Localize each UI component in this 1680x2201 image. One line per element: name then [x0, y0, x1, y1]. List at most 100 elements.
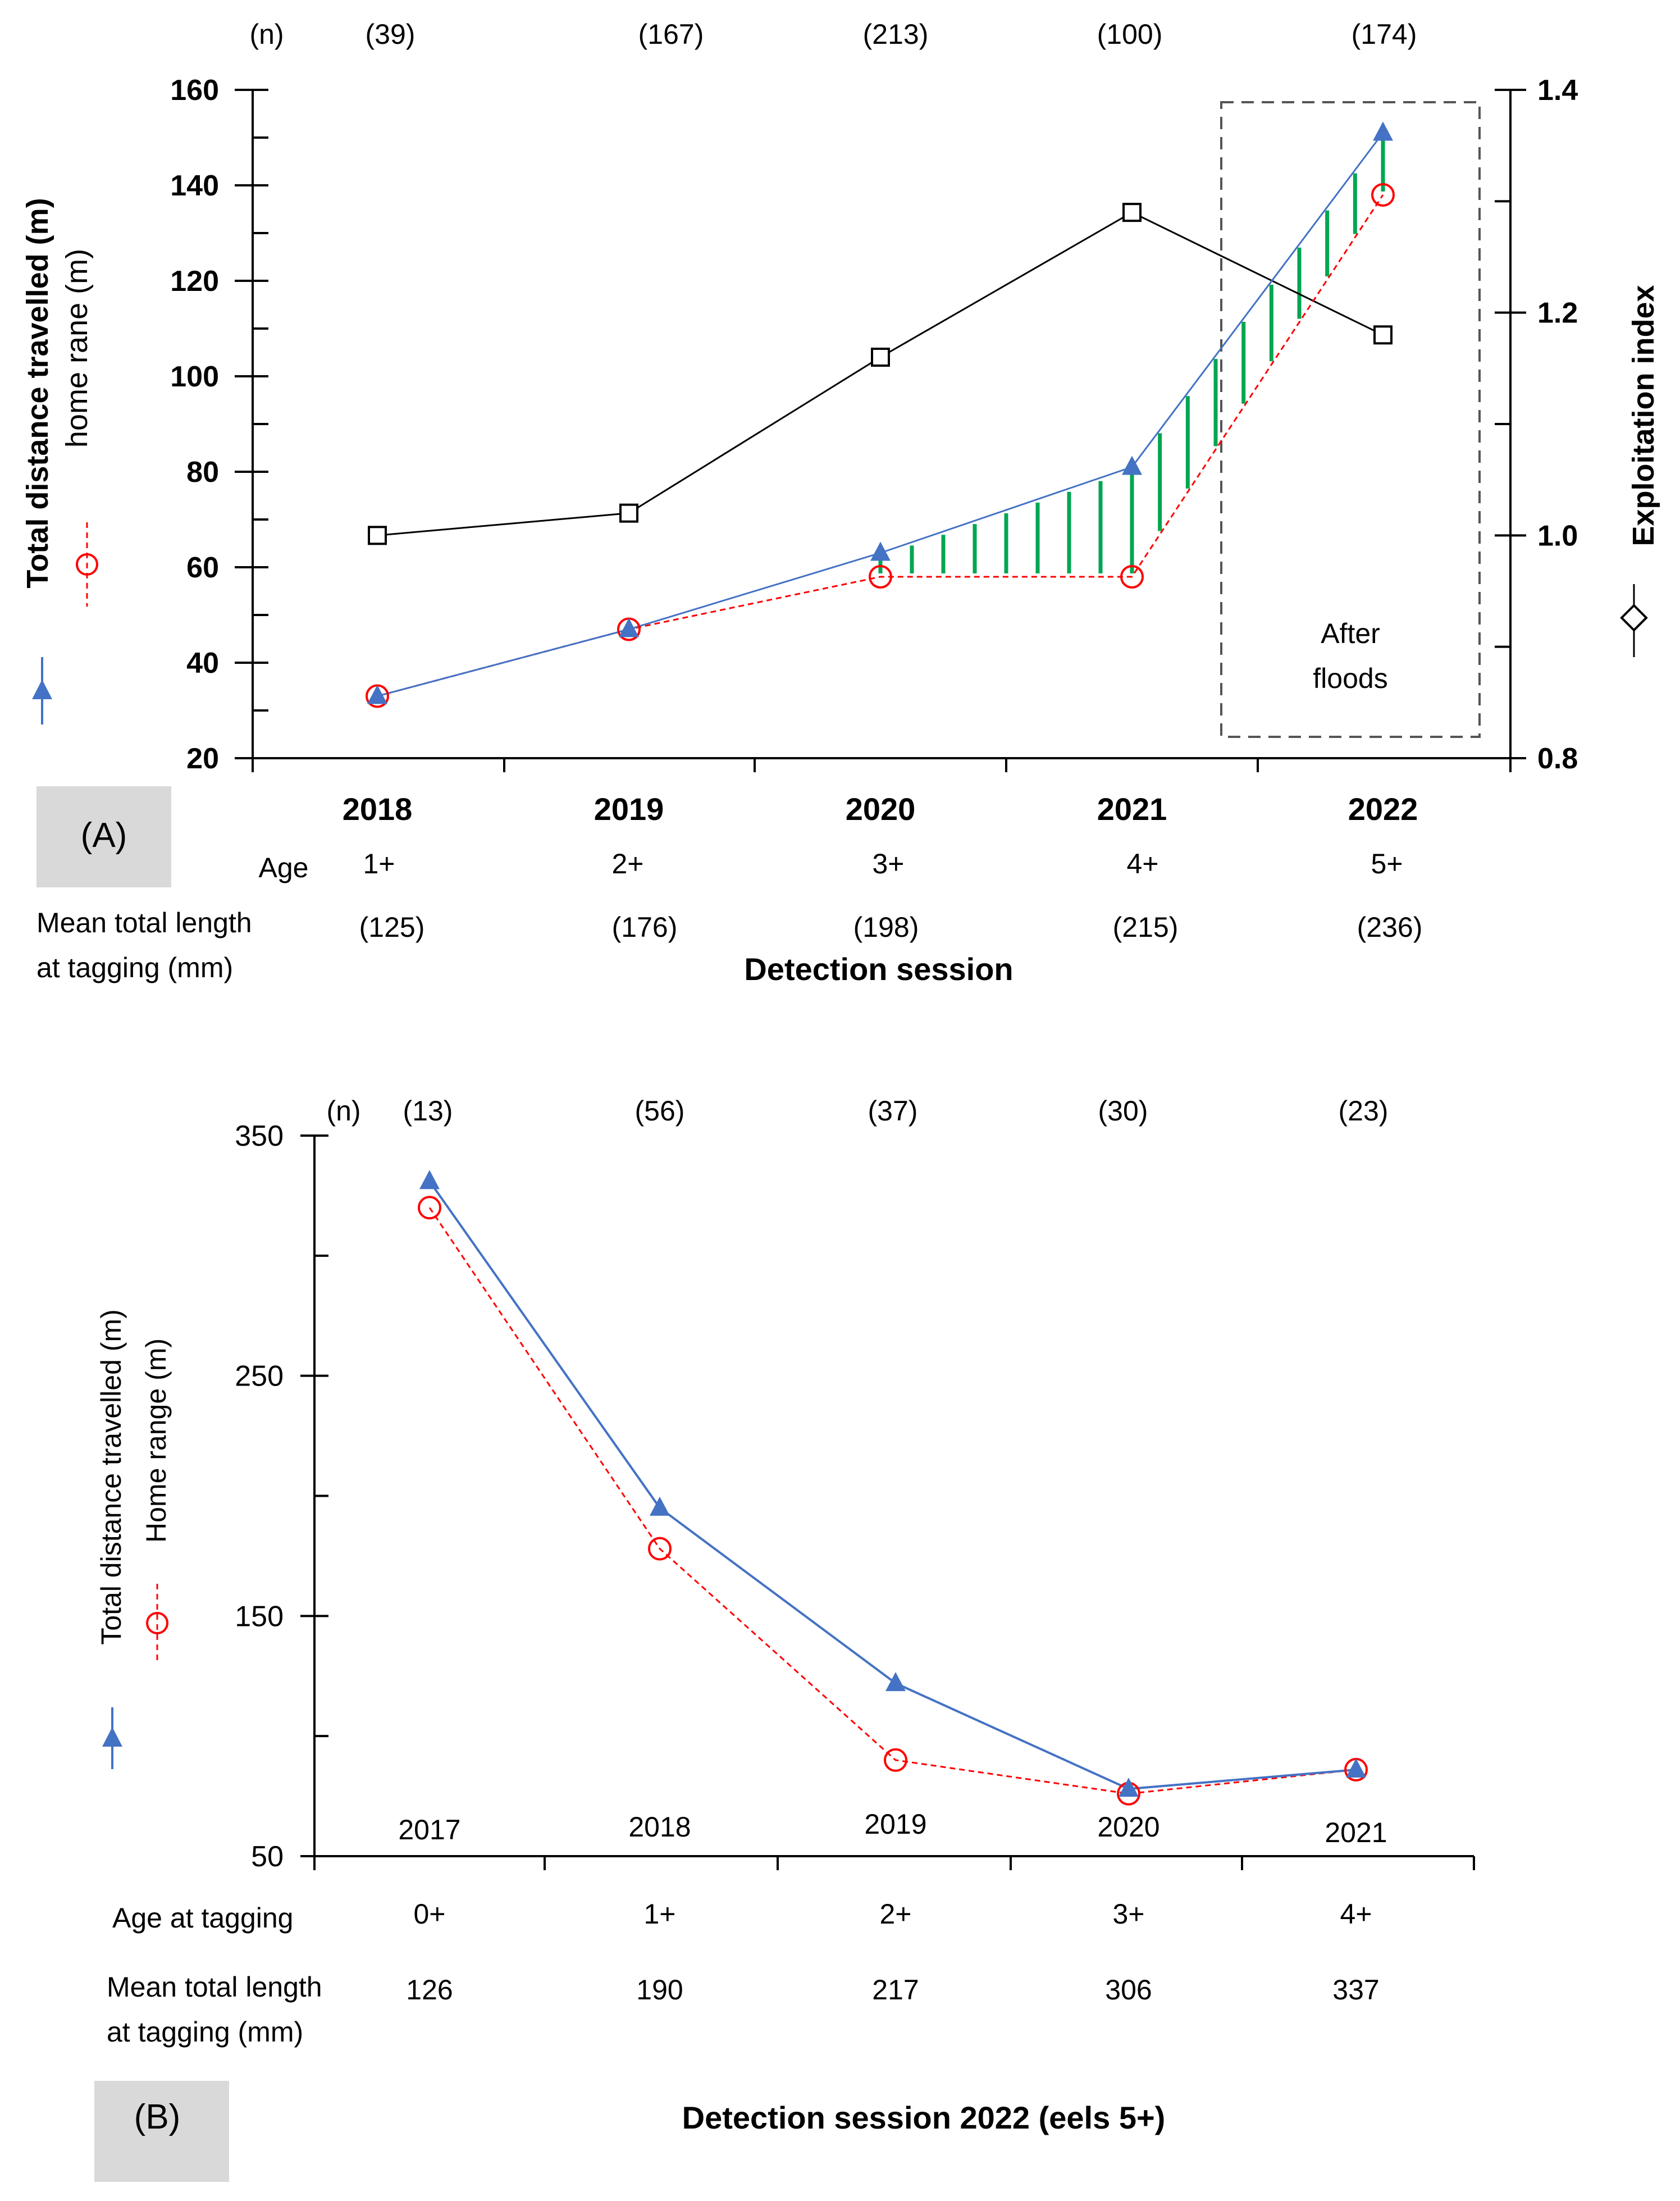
- b-ylabel-2: Home range (m): [140, 1338, 172, 1543]
- b-category-label: 2021: [1325, 1817, 1387, 1848]
- a-legend-home-range-marker: [76, 522, 98, 607]
- b-left-tick-label: 150: [235, 1600, 284, 1633]
- a-difference-hatch: [878, 136, 1385, 573]
- b-length-value: 217: [872, 1974, 919, 2006]
- a-after-floods-box: [1220, 101, 1481, 738]
- a-home-range-line: [377, 194, 1384, 697]
- a-left-tick-label: 20: [186, 742, 219, 775]
- a-category-label: 2022: [1348, 791, 1418, 827]
- a-home-range-point: [1371, 183, 1395, 207]
- b-n-value: (23): [1339, 1095, 1389, 1127]
- b-left-tick-label: 250: [235, 1360, 284, 1393]
- a-exploitation-point: [871, 348, 890, 367]
- a-ylabel-right: Exploitation index: [1627, 285, 1660, 546]
- a-age-label: Age: [259, 852, 309, 883]
- b-age-value: 1+: [643, 1898, 675, 1930]
- b-age-value: 0+: [413, 1898, 445, 1930]
- a-length-value: (215): [1113, 912, 1179, 943]
- a-exploitation-point: [1373, 325, 1393, 345]
- b-n-value: (13): [403, 1095, 453, 1127]
- a-left-tick-label: 60: [186, 552, 219, 584]
- b-left-tick-label: 350: [235, 1120, 284, 1152]
- a-category-label: 2018: [343, 791, 413, 827]
- a-panel-label: (A): [81, 816, 127, 855]
- a-age-value: 1+: [363, 848, 395, 880]
- b-age-value: 2+: [879, 1898, 911, 1930]
- b-total-distance-point: [1346, 1758, 1366, 1778]
- a-left-tick-label: 80: [186, 456, 219, 489]
- a-left-tick-label: 100: [170, 361, 219, 393]
- b-xlabel: Detection session 2022 (eels 5+): [682, 2100, 1166, 2135]
- a-category-label: 2021: [1097, 791, 1167, 827]
- a-exploitation-line: [377, 211, 1384, 536]
- b-category-label: 2020: [1097, 1811, 1159, 1843]
- a-left-tick-label: 140: [170, 170, 219, 202]
- a-ylabel-left-1: Total distance travelled (m): [21, 198, 54, 588]
- a-n-value: (100): [1097, 19, 1163, 50]
- b-age-value: 4+: [1340, 1898, 1372, 1930]
- a-after-floods-line1: After: [1321, 618, 1380, 649]
- a-n-label: (n): [249, 19, 284, 50]
- a-exploitation-point: [619, 503, 638, 523]
- a-total-distance-point: [870, 541, 891, 561]
- b-category-label: 2018: [628, 1811, 691, 1843]
- a-xlabel: Detection session: [744, 951, 1013, 987]
- b-panel-label-box: [94, 2081, 229, 2182]
- b-length-value: 306: [1105, 1974, 1152, 2006]
- a-total-distance-point: [367, 685, 387, 704]
- a-exploitation-point: [1122, 203, 1142, 222]
- a-after-floods-line2: floods: [1313, 663, 1387, 694]
- b-length-value: 126: [406, 1974, 453, 2006]
- a-panel-label-box: [36, 786, 171, 887]
- a-age-value: 5+: [1371, 848, 1403, 880]
- a-home-range-point: [869, 565, 892, 589]
- a-total-distance-line: [377, 132, 1384, 697]
- a-total-distance-point: [619, 618, 639, 637]
- b-length-label-2: at tagging (mm): [107, 2016, 303, 2048]
- b-length-value: 337: [1332, 1974, 1379, 2006]
- b-age-value: 3+: [1112, 1898, 1144, 1930]
- b-home-range-line: [428, 1207, 1357, 1795]
- b-category-label: 2017: [398, 1814, 460, 1845]
- a-category-label: 2019: [594, 791, 664, 827]
- a-left-tick-label: 120: [170, 265, 219, 298]
- a-n-value: (213): [863, 19, 929, 50]
- b-n-value: (37): [868, 1095, 918, 1127]
- b-n-label: (n): [326, 1095, 360, 1127]
- a-length-value: (125): [359, 912, 425, 943]
- a-length-label-1: Mean total length: [36, 907, 252, 938]
- a-age-value: 4+: [1126, 848, 1158, 880]
- b-n-value: (30): [1098, 1095, 1148, 1127]
- a-ylabel-left-2: home rane (m): [60, 249, 94, 448]
- a-length-value: (198): [853, 912, 919, 943]
- b-panel-label: (B): [134, 2098, 181, 2136]
- panel-a: 20 40 60 80 100 120 140 160 0.8 1.0 1.2 1.4 Total …: [21, 19, 1660, 987]
- b-category-label: 2019: [864, 1808, 926, 1840]
- a-exploitation-point: [368, 526, 387, 545]
- a-left-tick-label: 160: [170, 74, 219, 107]
- b-n-value: (56): [635, 1095, 685, 1127]
- a-n-value: (39): [366, 19, 416, 50]
- a-length-value: (236): [1357, 912, 1423, 943]
- b-home-range-point: [418, 1196, 441, 1220]
- b-age-label: Age at tagging: [112, 1902, 294, 1934]
- b-total-distance-point: [419, 1170, 440, 1190]
- a-length-label-2: at tagging (mm): [36, 952, 233, 983]
- b-total-distance-point: [1119, 1778, 1139, 1797]
- a-n-value: (167): [638, 19, 704, 50]
- a-right-tick-label: 1.4: [1537, 74, 1578, 107]
- b-left-tick-label: 50: [251, 1840, 284, 1873]
- b-legend-total-distance-marker: [102, 1707, 122, 1769]
- panel-b: 50 150 250 350 Total distance travelled (m)…: [94, 1095, 1475, 2182]
- b-length-value: 190: [636, 1974, 683, 2006]
- a-legend-total-distance-marker: [32, 657, 52, 724]
- a-left-tick-label: 40: [186, 647, 219, 680]
- a-n-value: (174): [1352, 19, 1417, 50]
- a-legend-exploitation-marker: [1620, 584, 1648, 657]
- a-age-value: 2+: [611, 848, 643, 880]
- b-home-range-point: [648, 1537, 672, 1561]
- b-length-label-1: Mean total length: [107, 1971, 322, 2003]
- b-legend-home-range-marker: [146, 1584, 168, 1662]
- b-total-distance-point: [650, 1496, 670, 1516]
